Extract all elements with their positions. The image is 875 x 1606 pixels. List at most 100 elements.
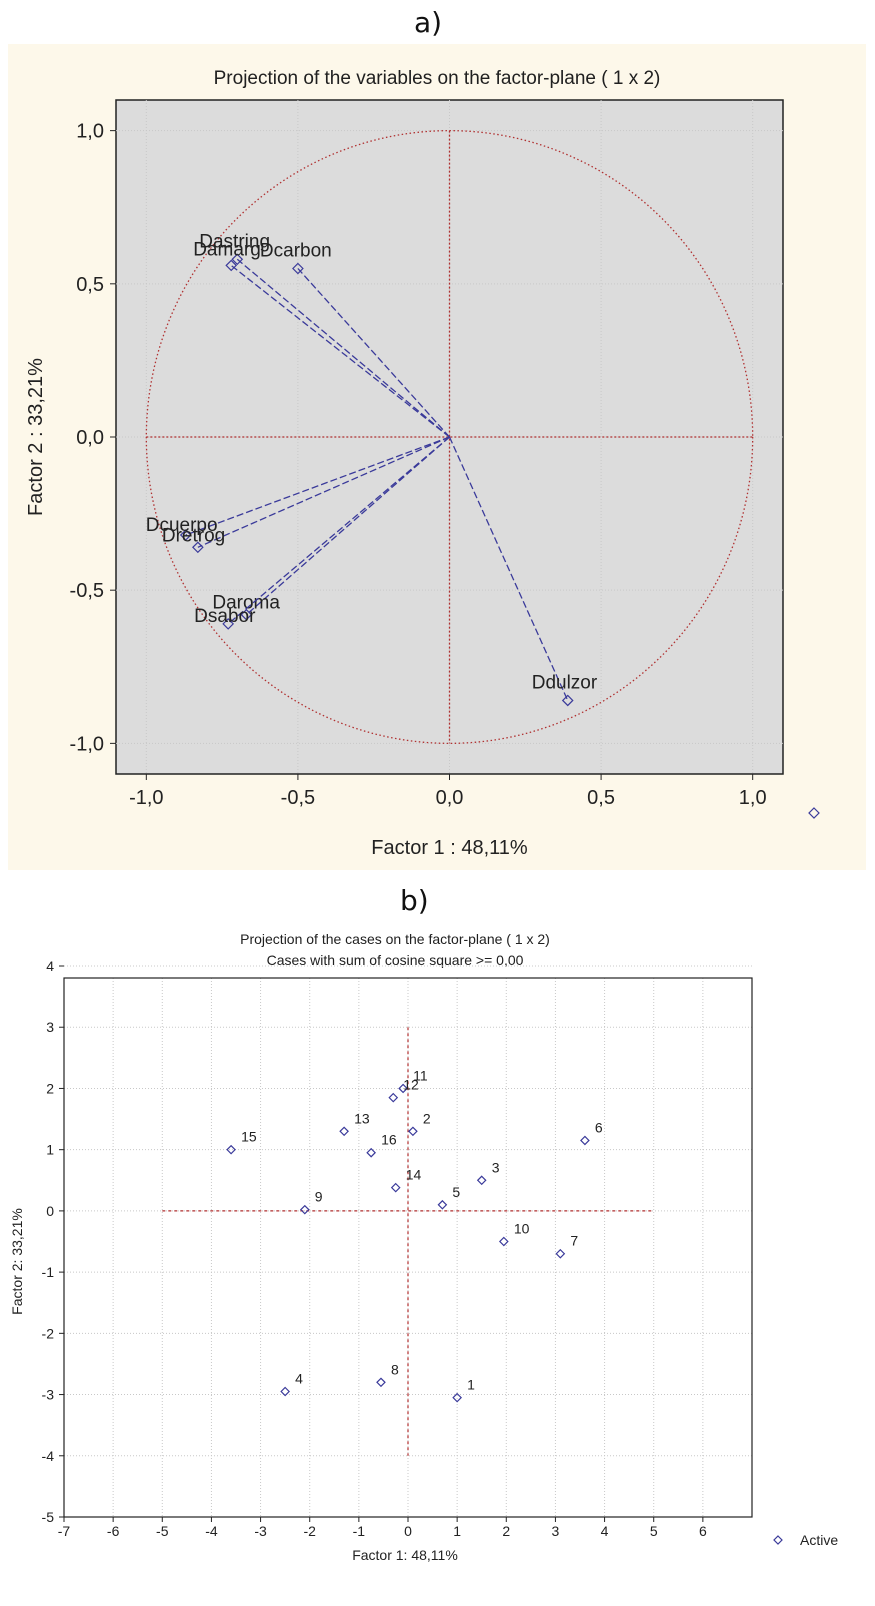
variables-factor-plane-panel: Projection of the variables on the facto… — [8, 44, 866, 870]
vector-line — [197, 436, 450, 548]
x-tick-label: -1 — [353, 1523, 366, 1539]
variable-point — [222, 618, 235, 630]
y-tick-label: 0,0 — [76, 427, 104, 449]
y-tick-label: 1,0 — [76, 121, 104, 143]
case-label: 2 — [423, 1110, 431, 1126]
variable-label: Dretrog — [162, 525, 225, 546]
variable-label: Dcuerpo — [146, 515, 218, 536]
case-label: 11 — [413, 1067, 428, 1083]
variables-factor-plane-chart: Projection of the variables on the facto… — [25, 68, 820, 859]
variable-label: Ddulzor — [532, 672, 598, 693]
x-tick-label: 6 — [699, 1523, 707, 1539]
cases-factor-plane-panel: Projection of the cases on the factor-pl… — [0, 928, 875, 1606]
x-tick-label: -1,0 — [129, 787, 163, 809]
legend-marker — [773, 1535, 783, 1545]
cases-factor-plane-chart: Projection of the cases on the factor-pl… — [9, 931, 838, 1563]
x-axis-label: Factor 1: 48,11% — [352, 1547, 458, 1563]
case-point — [226, 1144, 236, 1155]
y-tick-label: -5 — [42, 1509, 55, 1525]
x-tick-label: 0,0 — [436, 787, 464, 809]
case-label: 10 — [514, 1221, 530, 1237]
case-label: 12 — [403, 1077, 419, 1093]
x-tick-label: -3 — [254, 1523, 267, 1539]
y-tick-label: -1 — [42, 1264, 55, 1280]
case-point — [376, 1377, 386, 1388]
x-tick-label: 0,5 — [587, 787, 615, 809]
case-point — [555, 1248, 566, 1259]
chart-title: Projection of the cases on the factor-pl… — [240, 931, 550, 947]
case-label: 8 — [391, 1361, 399, 1377]
variable-label: Dastring — [199, 231, 270, 252]
vector-line — [245, 436, 450, 616]
y-tick-label: 3 — [46, 1019, 54, 1035]
x-axis-label: Factor 1 : 48,11% — [371, 837, 528, 859]
x-tick-label: 1,0 — [739, 787, 767, 809]
legend-label: Active — [800, 1532, 838, 1548]
chart-subtitle: Cases with sum of cosine square >= 0,00 — [267, 952, 524, 968]
case-point — [388, 1092, 399, 1103]
vector-line — [227, 436, 450, 625]
plot-area — [64, 978, 752, 1517]
case-label: 7 — [570, 1233, 578, 1249]
y-tick-label: -0,5 — [70, 580, 104, 602]
variable-point — [225, 259, 238, 272]
variable-point — [240, 608, 253, 621]
case-label: 13 — [354, 1110, 370, 1126]
case-label: 4 — [295, 1370, 303, 1386]
y-tick-label: 2 — [46, 1080, 54, 1096]
variable-label: Dcarbon — [260, 241, 332, 262]
y-tick-label: 0 — [46, 1203, 54, 1219]
vector-line — [297, 268, 450, 438]
variable-point — [179, 529, 192, 541]
variable-label: Daroma — [212, 593, 280, 614]
y-tick-label: 1 — [46, 1142, 54, 1158]
case-point — [366, 1147, 376, 1158]
case-label: 9 — [315, 1189, 323, 1205]
case-point — [580, 1135, 590, 1146]
x-tick-label: -5 — [156, 1523, 169, 1539]
case-label: 3 — [492, 1159, 500, 1175]
vector-line — [230, 264, 450, 438]
case-point — [452, 1392, 462, 1403]
case-label: 5 — [452, 1184, 460, 1200]
panel-b-label: b) — [400, 884, 429, 917]
variable-point — [561, 694, 574, 707]
variable-point — [231, 253, 244, 266]
case-label: 14 — [406, 1167, 422, 1183]
x-tick-label: 1 — [453, 1523, 461, 1539]
case-point — [498, 1236, 509, 1247]
x-tick-label: 2 — [502, 1523, 510, 1539]
x-tick-label: -6 — [107, 1523, 120, 1539]
y-tick-label: -3 — [42, 1387, 55, 1403]
variable-label: Dsabor — [194, 606, 256, 627]
x-tick-label: 3 — [552, 1523, 560, 1539]
case-point — [398, 1083, 408, 1094]
case-label: 15 — [241, 1129, 257, 1145]
x-tick-label: 5 — [650, 1523, 658, 1539]
y-tick-label: -1,0 — [70, 733, 104, 755]
vector-line — [236, 258, 450, 438]
vector-line — [448, 436, 569, 701]
y-tick-label: -4 — [42, 1448, 55, 1464]
case-point — [437, 1199, 448, 1210]
x-tick-label: 0 — [404, 1523, 412, 1539]
case-point — [408, 1126, 418, 1137]
case-label: 16 — [381, 1132, 397, 1148]
case-point — [476, 1175, 487, 1186]
variable-label: Damarg — [193, 239, 261, 260]
legend-marker — [808, 807, 820, 819]
x-tick-label: -4 — [205, 1523, 218, 1539]
y-tick-label: 4 — [46, 958, 54, 974]
y-tick-label: 0,5 — [76, 274, 104, 296]
chart-title: Projection of the variables on the facto… — [214, 68, 661, 89]
variable-point — [292, 262, 304, 275]
case-label: 1 — [467, 1377, 475, 1393]
x-tick-label: -0,5 — [281, 787, 315, 809]
variable-point — [192, 541, 204, 554]
y-axis-label: Factor 2: 33,21% — [9, 1208, 25, 1315]
x-tick-label: 4 — [601, 1523, 609, 1539]
x-tick-label: -7 — [58, 1523, 71, 1539]
panel-a-label: a) — [414, 6, 443, 39]
y-axis-label: Factor 2 : 33,21% — [25, 358, 47, 516]
case-point — [280, 1386, 290, 1397]
